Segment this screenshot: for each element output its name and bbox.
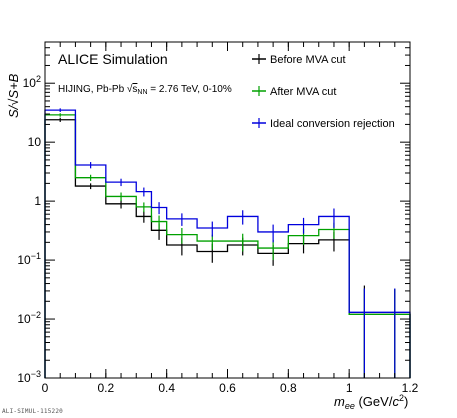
x-axis-label: mee (GeV/c2) xyxy=(334,393,408,411)
subtitle-nn: NN xyxy=(137,89,147,96)
subtitle-s: s xyxy=(132,84,137,95)
x-tick-label: 0 xyxy=(42,381,49,395)
subtitle-suffix: = 2.76 TeV, 0-10% xyxy=(148,84,232,95)
y-axis-label: S/√S+B xyxy=(6,73,21,118)
subtitle-prefix: HIJING, Pb-Pb xyxy=(58,84,127,95)
x-tick-label: 0.2 xyxy=(97,381,114,395)
series-line-2 xyxy=(44,109,411,378)
x-tick-label: 0.6 xyxy=(219,381,236,395)
ticks: 0 0.2 0.4 0.6 0.8 1 1.2 10−3 10−2 10−1 1 10 102 xyxy=(17,41,419,395)
x-axis-label-sub: ee xyxy=(345,401,355,411)
legend-label-0: Before MVA cut xyxy=(270,54,346,66)
x-axis-label-main: m xyxy=(334,394,345,409)
x-tick-label: 0.8 xyxy=(280,381,297,395)
x-tick-label: 1 xyxy=(346,381,353,395)
legend: Before MVA cut After MVA cut Ideal convers… xyxy=(252,54,395,130)
y-tick-label: 10−3 xyxy=(17,369,41,385)
y-tick-label: 10−2 xyxy=(17,310,41,326)
x-tick-label: 1.2 xyxy=(402,381,419,395)
histogram-layer xyxy=(44,108,411,378)
series-line-0 xyxy=(44,119,411,378)
x-axis-label-unit-close: ) xyxy=(404,394,408,409)
legend-label-2: Ideal conversion rejection xyxy=(270,118,395,130)
chart-title: ALICE Simulation xyxy=(58,51,168,67)
legend-label-1: After MVA cut xyxy=(270,86,336,98)
x-tick-label: 0.4 xyxy=(158,381,175,395)
y-tick-label: 10−1 xyxy=(17,251,41,267)
x-axis-label-unit-sup: 2 xyxy=(399,393,404,403)
series-2 xyxy=(44,108,411,378)
subtitle-sqrt: √ xyxy=(127,83,133,95)
series-0 xyxy=(44,117,411,378)
footer-id: ALI-SIMUL-115220 xyxy=(2,408,63,415)
chart-subtitle: HIJING, Pb-Pb √sNN = 2.76 TeV, 0-10% xyxy=(58,83,232,96)
x-axis-label-unit-open: (GeV/ xyxy=(355,394,393,409)
x-axis-label-unit-base: c xyxy=(392,394,399,409)
y-tick-label: 102 xyxy=(23,74,41,90)
y-tick-label: 1 xyxy=(34,194,41,208)
y-tick-label: 10 xyxy=(28,135,42,149)
